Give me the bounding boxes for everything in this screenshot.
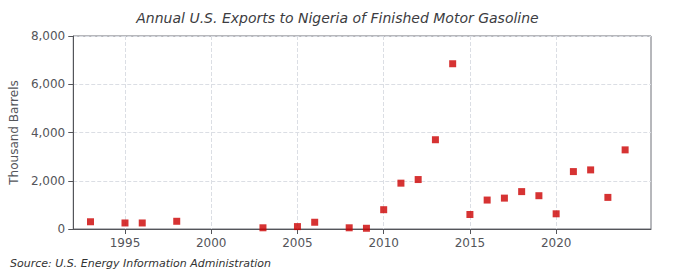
svg-text:8,000: 8,000 [31, 29, 65, 43]
svg-text:2,000: 2,000 [31, 174, 65, 188]
svg-text:2015: 2015 [455, 236, 486, 250]
svg-text:1995: 1995 [110, 236, 141, 250]
svg-text:2020: 2020 [541, 236, 572, 250]
svg-text:6,000: 6,000 [31, 77, 65, 91]
svg-text:4,000: 4,000 [31, 126, 65, 140]
svg-text:2005: 2005 [282, 236, 313, 250]
svg-text:0: 0 [58, 222, 66, 236]
svg-text:Annual U.S. Exports to Nigeria: Annual U.S. Exports to Nigeria of Finish… [135, 10, 538, 26]
svg-text:2000: 2000 [196, 236, 227, 250]
svg-text:2010: 2010 [368, 236, 399, 250]
svg-text:Thousand Barrels: Thousand Barrels [7, 80, 21, 185]
svg-text:Source: U.S. Energy Informatio: Source: U.S. Energy Information Administ… [10, 257, 271, 270]
